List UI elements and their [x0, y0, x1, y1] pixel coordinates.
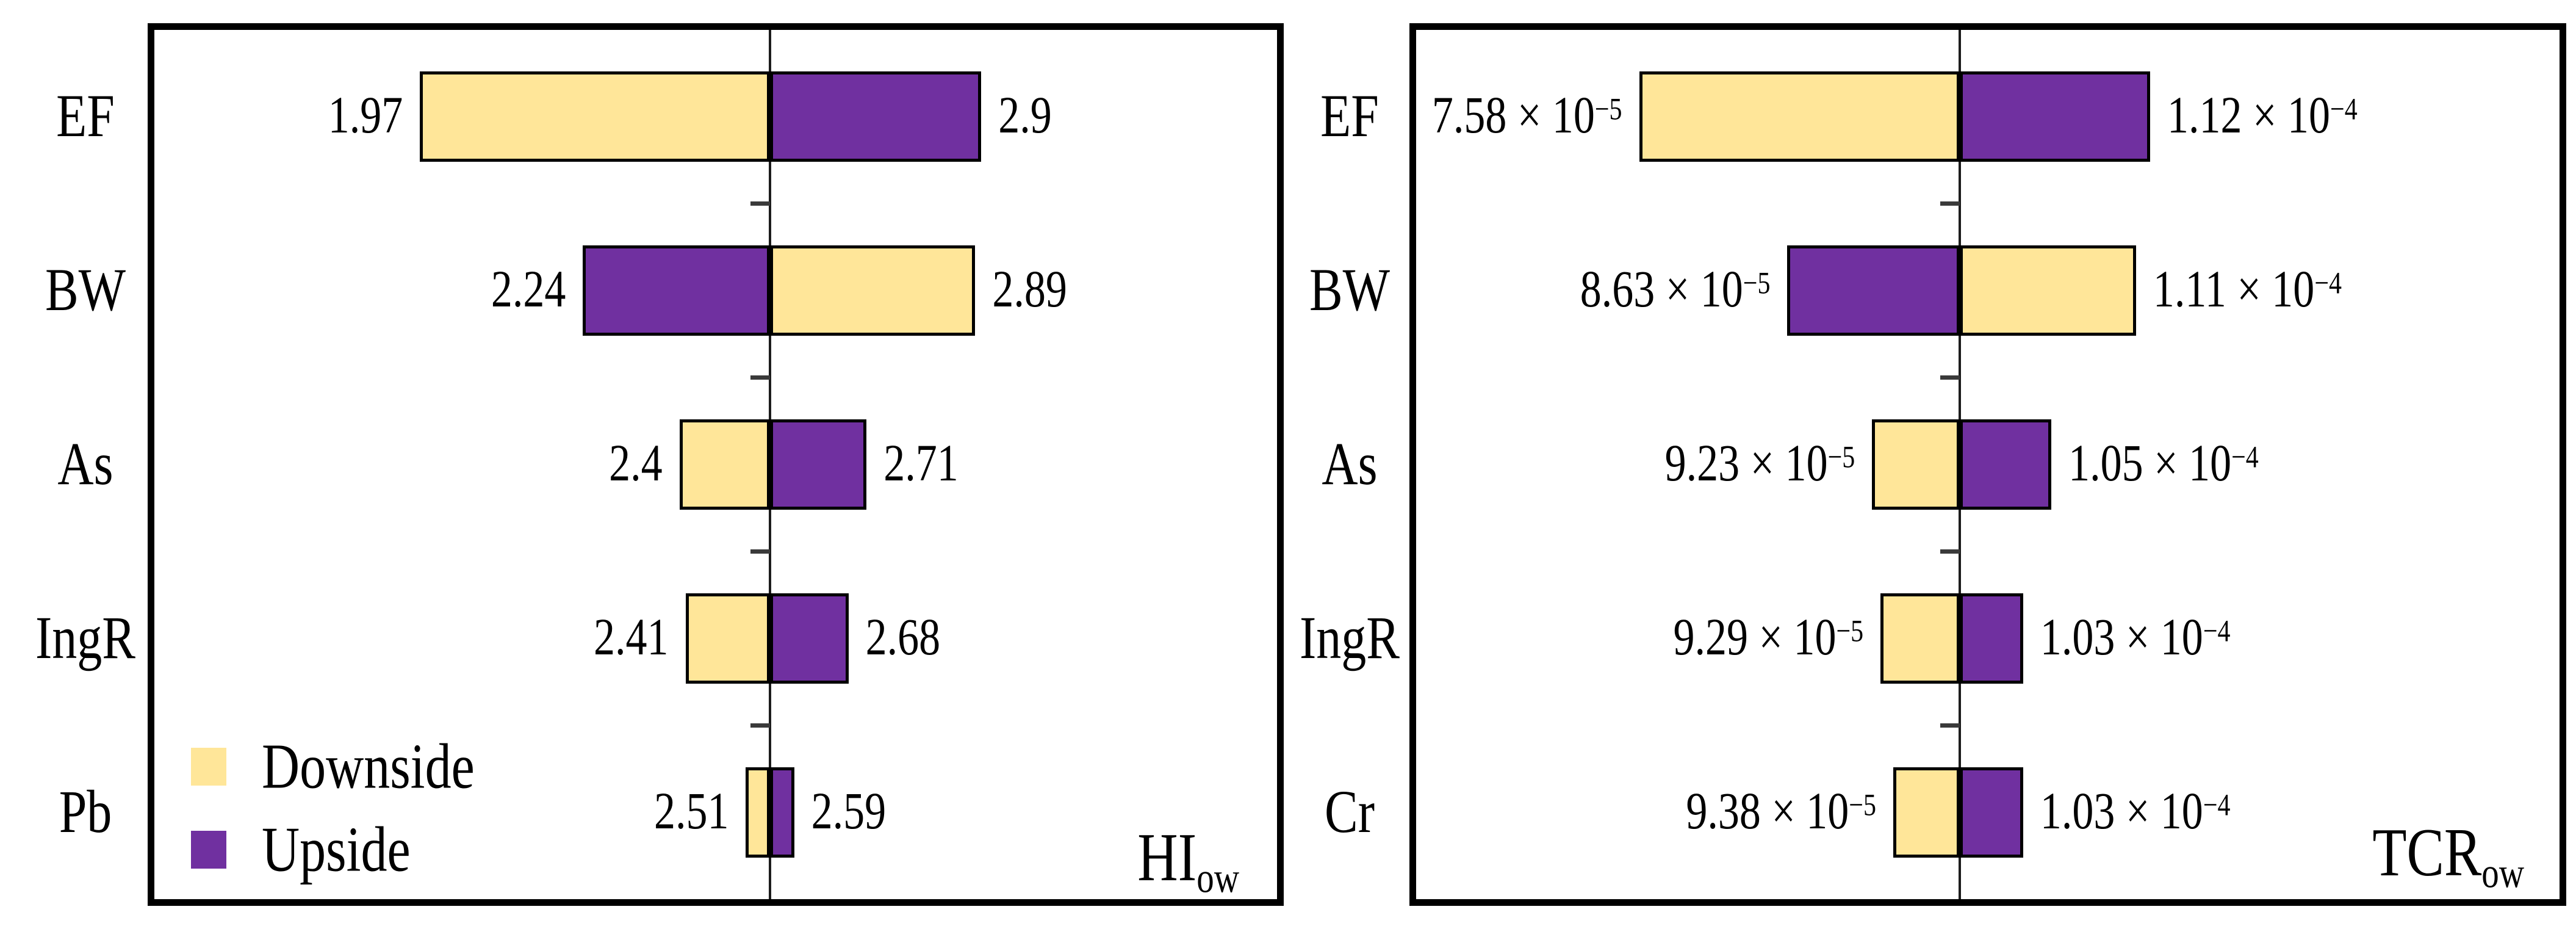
- axis-tick: [1940, 375, 1960, 380]
- value-label-low: 9.23 × 10−5: [1664, 435, 1855, 493]
- value-label-high: 2.89: [992, 261, 1067, 319]
- bar-segment-upside: [1959, 71, 2151, 162]
- tcr-corner-label: TCRow: [2372, 814, 2524, 897]
- bar-segment-downside: [420, 71, 771, 162]
- row-label-Pb: Pb: [59, 777, 112, 845]
- bar-segment-upside: [1959, 767, 2023, 858]
- axis-tick: [1940, 549, 1960, 554]
- bar-segment-downside: [746, 767, 771, 858]
- bar-segment-downside: [679, 419, 771, 510]
- row-label-BW: BW: [45, 256, 126, 324]
- legend-swatch-downside: [191, 748, 226, 786]
- row-label-As: As: [57, 429, 113, 497]
- legend-item-downside: Downside: [191, 730, 475, 802]
- value-label-low: 1.97: [328, 87, 403, 145]
- row-label-As: As: [1322, 429, 1378, 497]
- value-label-low: 2.41: [594, 609, 669, 667]
- value-label-low: 8.63 × 10−5: [1580, 261, 1771, 319]
- value-label-high: 1.05 × 10−4: [2068, 435, 2259, 493]
- bar-segment-upside: [1787, 245, 1960, 336]
- tcr-chart-area: TCRow 7.58 × 10−5 1.12 × 10−4 8.63 × 10−5 1…: [1416, 30, 2560, 899]
- legend-item-upside: Upside: [191, 813, 475, 885]
- bar-segment-downside: [770, 245, 976, 336]
- axis-tick: [750, 549, 771, 554]
- value-label-high: 2.68: [865, 609, 941, 667]
- bar-segment-upside: [770, 593, 849, 684]
- legend: Downside Upside: [191, 730, 475, 885]
- legend-label-downside: Downside: [262, 730, 475, 802]
- row-label-IngR: IngR: [1300, 603, 1400, 671]
- axis-tick: [750, 201, 771, 206]
- bar-segment-upside: [770, 767, 794, 858]
- legend-label-upside: Upside: [262, 813, 411, 885]
- value-label-low: 7.58 × 10−5: [1431, 87, 1622, 145]
- value-label-high: 1.11 × 10−4: [2153, 261, 2342, 319]
- legend-swatch-upside: [191, 831, 226, 869]
- row-label-BW: BW: [1309, 256, 1391, 324]
- value-label-low: 9.29 × 10−5: [1673, 609, 1864, 667]
- value-label-high: 2.59: [811, 783, 887, 841]
- value-label-low: 9.38 × 10−5: [1686, 783, 1876, 841]
- hi-chart-area: Downside Upside HIow 1.97 2.9 2.24 2.89 2.4 2…: [154, 30, 1277, 902]
- value-label-high: 1.03 × 10−4: [2040, 783, 2231, 841]
- bar-segment-downside: [685, 593, 771, 684]
- bar-segment-downside: [1872, 419, 1960, 510]
- axis-tick: [750, 375, 771, 380]
- row-label-EF: EF: [1320, 82, 1379, 150]
- bar-segment-downside: [1639, 71, 1960, 162]
- bar-segment-upside: [1959, 593, 2023, 684]
- bar-segment-downside: [1959, 245, 2136, 336]
- row-label-Cr: Cr: [1325, 777, 1375, 845]
- value-label-low: 2.51: [653, 783, 729, 841]
- value-label-low: 2.24: [491, 261, 566, 319]
- axis-tick: [750, 723, 771, 728]
- value-label-high: 2.71: [883, 435, 959, 493]
- hi-corner-label: HIow: [1137, 819, 1239, 902]
- value-label-high: 1.03 × 10−4: [2040, 609, 2231, 667]
- row-label-IngR: IngR: [35, 603, 135, 671]
- bar-segment-upside: [770, 419, 867, 510]
- value-label-low: 2.4: [609, 435, 663, 493]
- row-label-EF: EF: [56, 82, 115, 150]
- bar-segment-upside: [583, 245, 771, 336]
- value-label-high: 1.12 × 10−4: [2167, 87, 2358, 145]
- axis-tick: [1940, 201, 1960, 206]
- bar-segment-downside: [1880, 593, 1960, 684]
- value-label-high: 2.9: [998, 87, 1052, 145]
- bar-segment-upside: [770, 71, 982, 162]
- axis-tick: [1940, 723, 1960, 728]
- bar-segment-upside: [1959, 419, 2052, 510]
- bar-segment-downside: [1893, 767, 1960, 858]
